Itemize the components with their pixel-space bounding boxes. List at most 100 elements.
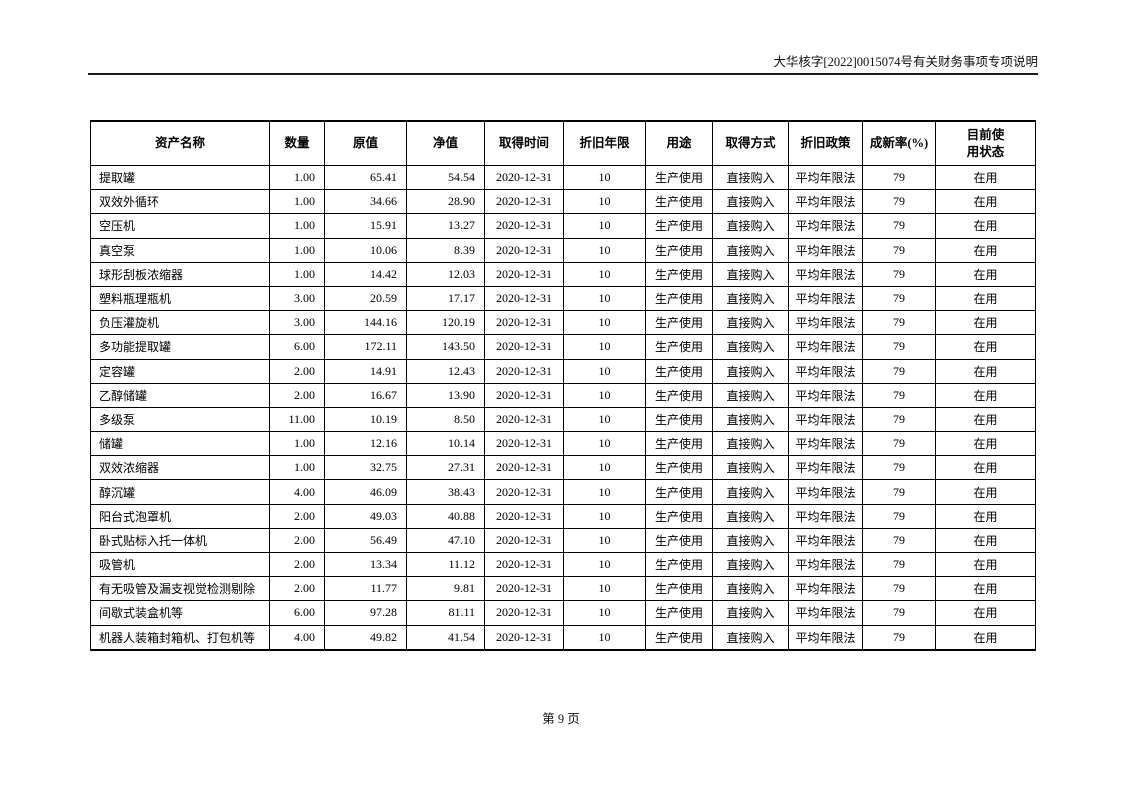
cell-usage: 生产使用 xyxy=(645,551,713,578)
cell-asset-name: 间歇式装盒机等 xyxy=(90,600,270,626)
cell-status: 在用 xyxy=(935,164,1036,191)
cell-asset-name: 多级泵 xyxy=(90,406,270,433)
cell-usage: 生产使用 xyxy=(645,406,713,433)
cell-depreciation-years: 10 xyxy=(563,310,646,336)
cell-renewal-rate: 79 xyxy=(862,503,936,529)
cell-depreciation-years: 10 xyxy=(563,576,646,602)
cell-status: 在用 xyxy=(935,431,1036,457)
cell-acquired-date: 2020-12-31 xyxy=(484,213,564,239)
cell-usage: 生产使用 xyxy=(645,189,713,215)
cell-acquisition-method: 直接购入 xyxy=(712,527,789,554)
cell-status: 在用 xyxy=(935,382,1036,408)
table-row: 双效浓缩器 1.00 32.75 27.31 2020-12-31 10 生产使用 直接购入平… xyxy=(90,455,1036,481)
cell-net-value: 28.90 xyxy=(406,189,485,215)
cell-acquisition-method: 直接购入 xyxy=(712,261,789,287)
cell-net-value: 120.19 xyxy=(406,310,485,336)
cell-renewal-rate: 79 xyxy=(862,285,936,312)
column-header-acquisition-method: 取得方式 xyxy=(712,120,789,166)
cell-acquired-date: 2020-12-31 xyxy=(484,237,564,263)
cell-original-value: 10.19 xyxy=(324,406,407,433)
cell-asset-name: 储罐 xyxy=(90,431,270,457)
cell-net-value: 47.10 xyxy=(406,527,485,554)
cell-status: 在用 xyxy=(935,600,1036,626)
cell-depreciation-policy: 平均年限法 xyxy=(788,624,863,651)
cell-quantity: 1.00 xyxy=(269,431,325,457)
cell-depreciation-years: 10 xyxy=(563,479,646,505)
cell-status: 在用 xyxy=(935,527,1036,554)
cell-acquisition-method: 直接购入 xyxy=(712,600,789,626)
cell-status: 在用 xyxy=(935,624,1036,651)
cell-original-value: 46.09 xyxy=(324,479,407,505)
cell-usage: 生产使用 xyxy=(645,261,713,287)
table-row: 提取罐 1.00 65.41 54.54 2020-12-31 10 生产使用 直接购入 平均年… xyxy=(90,164,1036,191)
cell-usage: 生产使用 xyxy=(645,285,713,312)
cell-asset-name: 机器人装箱封箱机、打包机等 xyxy=(90,624,270,651)
cell-acquired-date: 2020-12-31 xyxy=(484,358,564,384)
cell-quantity: 6.00 xyxy=(269,334,325,360)
cell-acquisition-method: 直接购入 xyxy=(712,431,789,457)
column-header-original-value: 原值 xyxy=(324,120,407,166)
cell-acquired-date: 2020-12-31 xyxy=(484,600,564,626)
cell-acquired-date: 2020-12-31 xyxy=(484,164,564,191)
cell-renewal-rate: 79 xyxy=(862,479,936,505)
cell-depreciation-policy: 平均年限法 xyxy=(788,527,863,554)
cell-acquisition-method: 直接购入 xyxy=(712,503,789,529)
cell-original-value: 32.75 xyxy=(324,455,407,481)
table-row: 塑料瓶理瓶机 3.00 20.59 17.17 2020-12-31 10 生产使用 直接购入… xyxy=(90,285,1036,312)
cell-renewal-rate: 79 xyxy=(862,334,936,360)
cell-acquisition-method: 直接购入 xyxy=(712,334,789,360)
cell-net-value: 54.54 xyxy=(406,164,485,191)
cell-depreciation-years: 10 xyxy=(563,285,646,312)
cell-usage: 生产使用 xyxy=(645,600,713,626)
cell-acquisition-method: 直接购入 xyxy=(712,406,789,433)
cell-renewal-rate: 79 xyxy=(862,551,936,578)
column-header-quantity: 数量 xyxy=(269,120,325,166)
table-row: 双效外循环 1.00 34.66 28.90 2020-12-31 10 生产使用 直接购入平… xyxy=(90,189,1036,215)
cell-quantity: 3.00 xyxy=(269,310,325,336)
cell-depreciation-years: 10 xyxy=(563,600,646,626)
header-rule xyxy=(88,73,1038,75)
cell-status: 在用 xyxy=(935,576,1036,602)
cell-acquisition-method: 直接购入 xyxy=(712,551,789,578)
cell-depreciation-policy: 平均年限法 xyxy=(788,382,863,408)
cell-net-value: 27.31 xyxy=(406,455,485,481)
table-row: 醇沉罐 4.00 46.09 38.43 2020-12-31 10 生产使用 直接购入 平均年… xyxy=(90,479,1036,505)
cell-depreciation-years: 10 xyxy=(563,503,646,529)
cell-renewal-rate: 79 xyxy=(862,189,936,215)
cell-acquisition-method: 直接购入 xyxy=(712,576,789,602)
cell-asset-name: 醇沉罐 xyxy=(90,479,270,505)
cell-depreciation-years: 10 xyxy=(563,624,646,651)
cell-acquisition-method: 直接购入 xyxy=(712,455,789,481)
cell-quantity: 1.00 xyxy=(269,237,325,263)
cell-quantity: 1.00 xyxy=(269,189,325,215)
cell-depreciation-years: 10 xyxy=(563,455,646,481)
cell-quantity: 4.00 xyxy=(269,624,325,651)
cell-original-value: 13.34 xyxy=(324,551,407,578)
cell-renewal-rate: 79 xyxy=(862,358,936,384)
cell-quantity: 2.00 xyxy=(269,576,325,602)
cell-renewal-rate: 79 xyxy=(862,576,936,602)
cell-usage: 生产使用 xyxy=(645,164,713,191)
cell-quantity: 6.00 xyxy=(269,600,325,626)
cell-asset-name: 提取罐 xyxy=(90,164,270,191)
cell-depreciation-years: 10 xyxy=(563,213,646,239)
cell-asset-name: 塑料瓶理瓶机 xyxy=(90,285,270,312)
cell-quantity: 1.00 xyxy=(269,261,325,287)
table-row: 球形刮板浓缩器 1.00 14.42 12.03 2020-12-31 10 生产使用 直接购… xyxy=(90,261,1036,287)
cell-quantity: 2.00 xyxy=(269,382,325,408)
cell-depreciation-policy: 平均年限法 xyxy=(788,503,863,529)
cell-status: 在用 xyxy=(935,237,1036,263)
table-row: 真空泵 1.00 10.06 8.39 2020-12-31 10 生产使用 直接购入 平均年限… xyxy=(90,237,1036,263)
cell-asset-name: 定容罐 xyxy=(90,358,270,384)
cell-status: 在用 xyxy=(935,334,1036,360)
cell-depreciation-years: 10 xyxy=(563,237,646,263)
cell-usage: 生产使用 xyxy=(645,358,713,384)
cell-depreciation-policy: 平均年限法 xyxy=(788,213,863,239)
table-row: 间歇式装盒机等 6.00 97.28 81.11 2020-12-31 10 生产使用 直接购… xyxy=(90,600,1036,626)
cell-net-value: 12.03 xyxy=(406,261,485,287)
cell-depreciation-policy: 平均年限法 xyxy=(788,334,863,360)
cell-acquired-date: 2020-12-31 xyxy=(484,624,564,651)
cell-renewal-rate: 79 xyxy=(862,624,936,651)
cell-net-value: 9.81 xyxy=(406,576,485,602)
cell-renewal-rate: 79 xyxy=(862,213,936,239)
